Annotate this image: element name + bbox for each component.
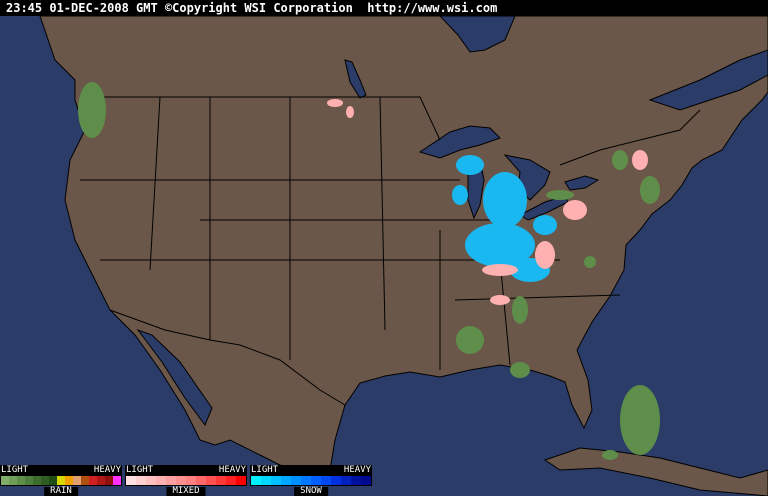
legend-rain: LIGHT HEAVY RAIN <box>0 465 122 496</box>
legend-head: LIGHT HEAVY <box>0 465 122 475</box>
legend-swatch <box>41 476 49 485</box>
legend-light: LIGHT <box>126 465 154 475</box>
hudson-bay <box>439 16 516 53</box>
legend-swatch <box>97 476 105 485</box>
legend-swatch <box>301 476 311 485</box>
legend-swatch <box>226 476 236 485</box>
legend-swatch <box>176 476 186 485</box>
timestamp: 23:45 01-DEC-2008 GMT <box>6 1 158 15</box>
precipitation-rain <box>78 82 660 460</box>
legend-swatch <box>146 476 156 485</box>
legend-swatch <box>136 476 146 485</box>
legend-heavy: HEAVY <box>218 465 246 475</box>
legend-swatch <box>281 476 291 485</box>
legend-swatch <box>73 476 81 485</box>
legend-light: LIGHT <box>251 465 279 475</box>
copyright: ©Copyright WSI Corporation <box>164 1 353 15</box>
lake-huron <box>503 154 551 201</box>
legend-swatch <box>311 476 321 485</box>
borders <box>80 96 701 406</box>
legend-head: LIGHT HEAVY <box>250 465 372 475</box>
north-america-land <box>39 16 768 481</box>
legend-swatch <box>261 476 271 485</box>
legend-swatch <box>156 476 166 485</box>
legend-label: RAIN <box>44 487 78 496</box>
legend-swatch <box>25 476 33 485</box>
st-lawrence <box>648 49 768 111</box>
legend-swatch <box>321 476 331 485</box>
lake-winnipeg <box>344 59 367 99</box>
legend-light: LIGHT <box>1 465 29 475</box>
lake-superior <box>418 125 501 159</box>
legend-label: MIXED <box>166 487 206 496</box>
legend-swatch <box>113 476 121 485</box>
legend-color-bar <box>0 475 122 486</box>
legend-swatch <box>291 476 301 485</box>
legend-swatch <box>351 476 361 485</box>
legend-swatch <box>206 476 216 485</box>
legend-swatch <box>216 476 226 485</box>
legend-swatch <box>196 476 206 485</box>
legend-swatch <box>331 476 341 485</box>
legend-swatch <box>65 476 73 485</box>
legend-mixed: LIGHT HEAVY MIXED <box>125 465 247 496</box>
legend-color-bar <box>250 475 372 486</box>
legend-color-bar <box>125 475 247 486</box>
legend-swatch <box>57 476 65 485</box>
precipitation-mixed <box>327 99 648 305</box>
legend-swatch <box>341 476 351 485</box>
legend-swatch <box>89 476 97 485</box>
cuba <box>543 447 768 496</box>
legend-swatch <box>49 476 57 485</box>
legend-swatch <box>1 476 9 485</box>
legend-swatch <box>251 476 261 485</box>
legend-snow: LIGHT HEAVY SNOW <box>250 465 372 496</box>
lake-ontario <box>564 175 600 191</box>
legend-head: LIGHT HEAVY <box>125 465 247 475</box>
gulf-of-california <box>136 328 213 427</box>
legend-heavy: HEAVY <box>343 465 371 475</box>
legend-label: SNOW <box>294 487 328 496</box>
legend-swatch <box>236 476 246 485</box>
legend-swatch <box>81 476 89 485</box>
legend-swatch <box>105 476 113 485</box>
legend-swatch <box>17 476 25 485</box>
legend-swatch <box>33 476 41 485</box>
legend-swatch <box>9 476 17 485</box>
header-bar: 23:45 01-DEC-2008 GMT ©Copyright WSI Cor… <box>0 0 768 16</box>
legend-swatch <box>126 476 136 485</box>
legend-swatch <box>271 476 281 485</box>
url-link[interactable]: http://www.wsi.com <box>367 1 498 15</box>
radar-map <box>0 16 768 496</box>
legend-swatch <box>186 476 196 485</box>
legend-swatch <box>361 476 371 485</box>
legend-swatch <box>166 476 176 485</box>
legend-heavy: HEAVY <box>93 465 121 475</box>
